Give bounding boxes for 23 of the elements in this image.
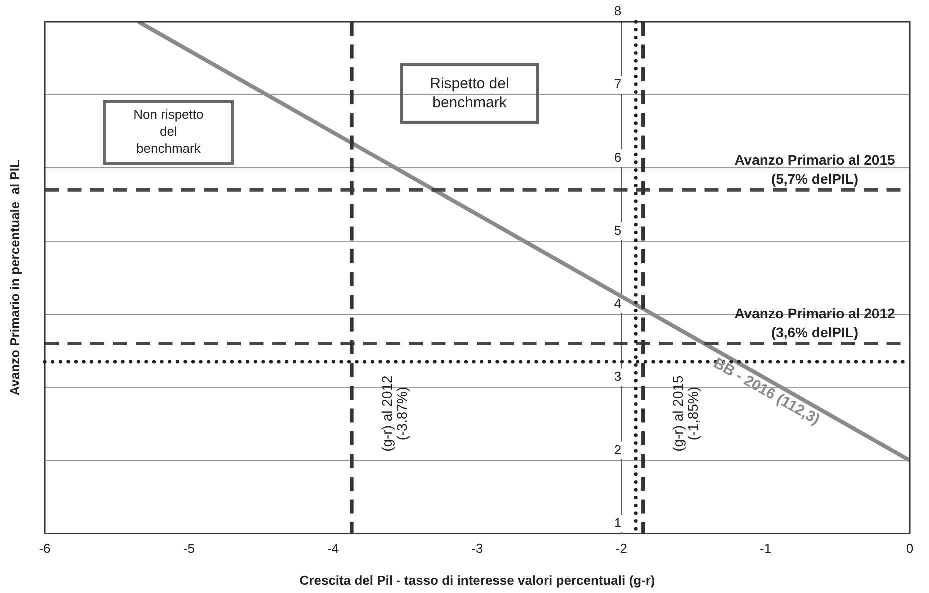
- ref-line-label: Avanzo Primario al 2015 (5,7% delPIL): [734, 152, 896, 188]
- annotation: Non rispetto del benchmark: [134, 107, 204, 156]
- y-tick-label: 4: [614, 296, 622, 312]
- x-tick-label: 0: [906, 541, 914, 556]
- x-axis-title: Crescita del Pil - tasso di interesse valori percentuali (g-r): [300, 572, 656, 588]
- annotation: Rispetto del benchmark: [430, 75, 510, 112]
- y-tick-label: 2: [614, 442, 622, 458]
- y-tick-label: 3: [614, 369, 622, 384]
- y-tick-label: 6: [614, 150, 622, 165]
- ref-line-label: (g-r) al 2012 (-3.87%): [378, 375, 410, 452]
- y-tick-label: 8: [614, 4, 622, 19]
- x-tick-label: -2: [616, 541, 628, 556]
- y-tick-label: 7: [614, 76, 622, 92]
- x-tick-label: -1: [760, 541, 772, 556]
- x-tick-label: -6: [39, 541, 51, 556]
- y-tick-label: 1: [614, 515, 622, 530]
- y-axis-title: Avanzo Primario in percentuale al PIL: [8, 160, 23, 396]
- x-tick-label: -3: [472, 541, 484, 556]
- x-tick-label: -5: [183, 541, 195, 556]
- ref-line-label: Avanzo Primario al 2012 (3,6% delPIL): [734, 306, 896, 341]
- ref-line-label: (g-r) al 2015 (-1,85%): [670, 375, 702, 452]
- x-tick-label: -4: [328, 541, 340, 556]
- y-tick-label: 5: [614, 222, 622, 238]
